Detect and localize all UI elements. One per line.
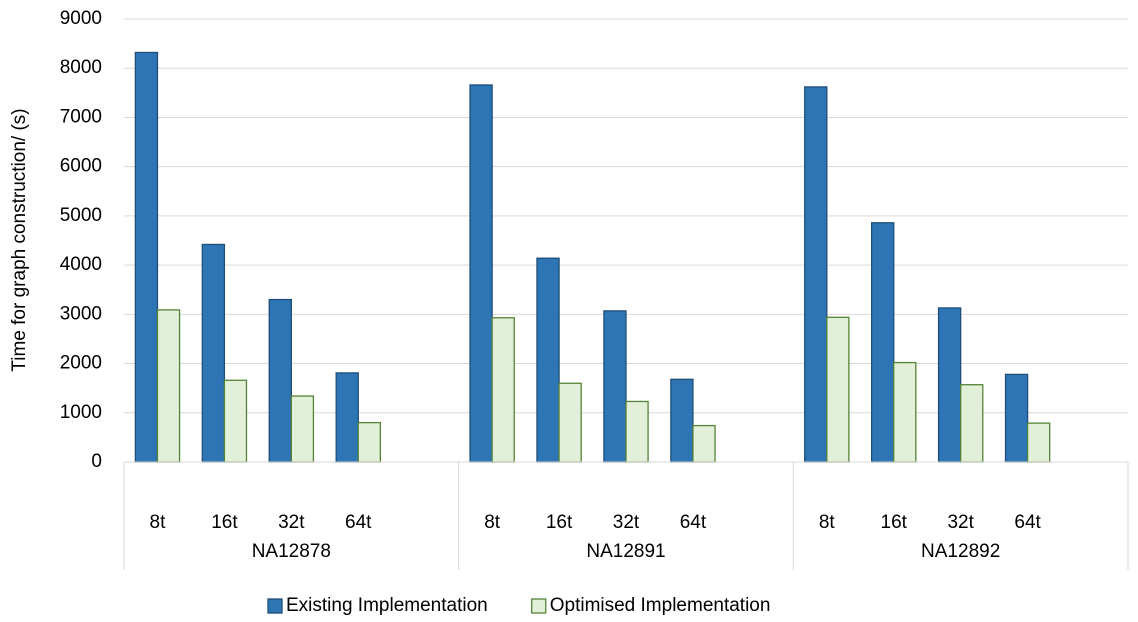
x-tick-label: 16t [881,512,908,533]
bar [335,372,359,463]
group-label: NA12892 [921,541,1000,562]
y-tick-label: 1000 [60,402,102,423]
bar [692,424,716,463]
bar [290,395,315,463]
bar [536,257,560,463]
group-label: NA12878 [252,541,331,562]
y-tick-label: 0 [91,451,102,472]
bar [826,316,850,463]
legend-swatch [267,598,283,614]
x-tick-label: 8t [150,512,167,533]
y-tick-label: 5000 [60,205,102,226]
x-tick-label: 32t [613,512,640,533]
bar [960,384,984,463]
x-tick-label: 16t [211,512,238,533]
y-axis-title: Time for graph construction/ (s) [9,108,30,371]
bar [603,310,627,463]
bar [491,317,515,463]
bar [625,400,649,463]
y-tick-label: 4000 [60,254,102,275]
legend-label: Optimised Implementation [550,595,771,616]
x-tick-label: 32t [947,512,974,533]
y-tick-label: 9000 [60,8,102,29]
x-tick-label: 64t [1014,512,1041,533]
bar [134,51,159,463]
y-tick-label: 2000 [60,353,102,374]
x-tick-label: 32t [278,512,305,533]
x-tick-label: 8t [484,512,501,533]
legend-label: Existing Implementation [286,595,488,616]
bar [870,222,895,463]
x-tick-label: 8t [819,512,836,533]
bar [156,309,181,463]
bar [558,382,582,463]
bar [201,243,226,463]
y-tick-label: 3000 [60,303,102,324]
y-tick-label: 8000 [60,57,102,78]
x-tick-label: 16t [546,512,573,533]
bar [893,361,917,463]
bar [223,379,248,463]
y-tick-label: 7000 [60,106,102,127]
bar [357,421,382,463]
x-tick-label: 64t [680,512,707,533]
bar [268,298,292,463]
x-tick-label: 64t [345,512,372,533]
legend-swatch [531,598,547,614]
bar [670,378,694,463]
bar [469,84,493,463]
bar [1026,422,1051,463]
bar [1004,373,1029,463]
bar [804,86,828,463]
y-tick-label: 6000 [60,156,102,177]
group-label: NA12891 [586,541,665,562]
bar [937,307,962,463]
